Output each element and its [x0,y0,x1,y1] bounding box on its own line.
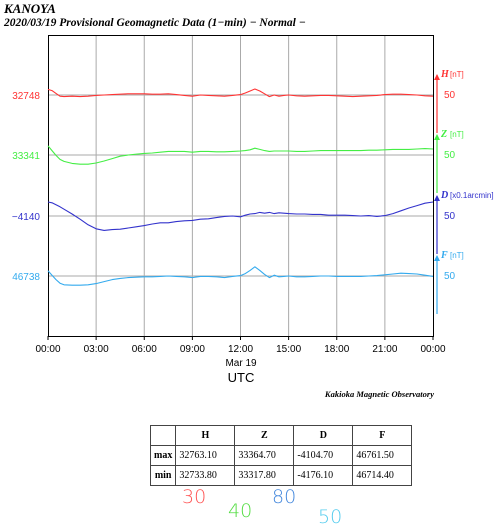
baseline-label-f: 46738 [12,272,40,283]
right-scale-bars: H [nT]50Z [nT]50D [x0.1arcmin]50F [nT]50 [434,69,494,314]
header-f: F [352,425,413,446]
legend-number-50: 50 [318,506,343,528]
row-label-max: max [149,445,177,466]
cell-min-d: -4176.10 [293,465,354,486]
cell-max-d: -4104.70 [293,445,354,466]
left-baseline-labels: 32748 33341 −4140 46738 [12,91,41,283]
x-tick-label: 00:00 [35,344,60,355]
baseline-label-h: 32748 [12,91,40,102]
cell-max-h: 32763.10 [175,445,236,466]
x-tick-label: 09:00 [180,344,205,355]
header-z: Z [234,425,295,446]
table-row: max 32763.10 33364.70 -4104.70 46761.50 [149,445,413,466]
legend-number-40: 40 [228,500,253,522]
table-row: min 32733.80 33317.80 -4176.10 46714.40 [149,465,413,486]
x-tick-label: 12:00 [228,344,253,355]
station-name: KANOYA [3,1,56,16]
table-header-row: H Z D F [149,425,413,446]
cell-min-h: 32733.80 [175,465,236,486]
component-unit-z: [nT] [450,130,464,139]
component-name-f: F [440,250,448,261]
x-tick-label: 06:00 [132,344,157,355]
header-h: H [175,425,236,446]
scale-value-f: 50 [444,271,456,282]
scale-value-z: 50 [444,150,456,161]
component-unit-h: [nT] [450,70,464,79]
component-unit-d: [x0.1arcmin] [450,191,494,200]
cell-max-z: 33364.70 [234,445,295,466]
x-tick-label: 15:00 [276,344,301,355]
cell-min-f: 46714.40 [352,465,413,486]
x-tick-label: 00:00 [420,344,445,355]
component-name-z: Z [440,129,447,140]
x-tick-label: 03:00 [84,344,109,355]
row-label-min: min [149,465,177,486]
table-corner [149,425,177,446]
scale-arrow-icon [434,195,440,201]
scale-arrow-icon [434,74,440,80]
date-label: Mar 19 [225,358,257,369]
series-line-z [47,145,434,165]
scale-arrow-icon [434,134,440,140]
series-line-h [47,88,434,98]
grid [48,35,433,336]
stats-table: H Z D F max 32763.10 33364.70 -4104.70 4… [149,425,413,486]
magnetogram-chart: KANOYA 2020/03/19 Provisional Geomagneti… [3,1,494,399]
cell-min-z: 33317.80 [234,465,295,486]
component-name-d: D [440,190,448,201]
series-lines [47,88,434,286]
component-unit-f: [nT] [450,251,464,260]
baseline-label-d: −4140 [12,212,41,223]
observatory-credit: Kakioka Magnetic Observatory [324,389,434,399]
series-line-f [47,266,434,286]
header-d: D [293,425,354,446]
series-line-d [47,201,434,231]
chart-subtitle: 2020/03/19 Provisional Geomagnetic Data … [3,17,306,29]
scale-value-d: 50 [444,211,456,222]
scale-value-h: 50 [444,90,456,101]
cell-max-f: 46761.50 [352,445,413,466]
x-tick-label: 21:00 [372,344,397,355]
legend-number-80: 80 [272,486,297,508]
scale-arrow-icon [434,255,440,261]
legend-number-30: 30 [182,486,207,508]
x-axis-label: UTC [228,370,255,385]
baseline-label-z: 33341 [12,151,40,162]
component-name-h: H [440,69,450,80]
x-tick-label: 18:00 [324,344,349,355]
x-axis-ticks: 00:00 03:00 06:00 09:00 12:00 15:00 18:00 21:00… [35,336,446,355]
